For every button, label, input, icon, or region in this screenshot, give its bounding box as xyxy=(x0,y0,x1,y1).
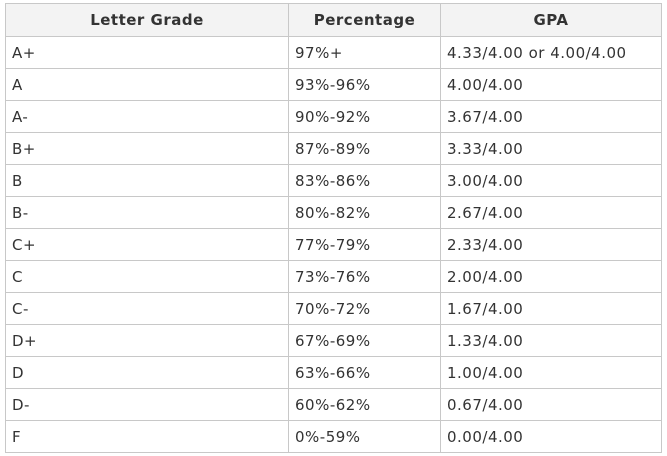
table-row: C+ 77%-79% 2.33/4.00 xyxy=(5,228,662,261)
table-cell: D+ xyxy=(5,324,289,357)
table-row: B 83%-86% 3.00/4.00 xyxy=(5,164,662,197)
table-cell: A- xyxy=(5,100,289,133)
table-cell: F xyxy=(5,420,289,453)
table-row: C- 70%-72% 1.67/4.00 xyxy=(5,292,662,325)
table-cell: D xyxy=(5,356,289,389)
table-row: A- 90%-92% 3.67/4.00 xyxy=(5,100,662,133)
table-cell: 77%-79% xyxy=(288,228,441,261)
table-row: A 93%-96% 4.00/4.00 xyxy=(5,68,662,101)
table-cell: 67%-69% xyxy=(288,324,441,357)
header-row: Letter Grade Percentage GPA xyxy=(5,3,662,37)
table-row: D 63%-66% 1.00/4.00 xyxy=(5,356,662,389)
table-cell: 3.67/4.00 xyxy=(440,100,662,133)
table-cell: 90%-92% xyxy=(288,100,441,133)
table-row: A+ 97%+ 4.33/4.00 or 4.00/4.00 xyxy=(5,36,662,69)
table-cell: 2.00/4.00 xyxy=(440,260,662,293)
table-cell: 1.33/4.00 xyxy=(440,324,662,357)
table-cell: 1.00/4.00 xyxy=(440,356,662,389)
table-cell: 4.33/4.00 or 4.00/4.00 xyxy=(440,36,662,69)
table-cell: 1.67/4.00 xyxy=(440,292,662,325)
table-row: F 0%-59% 0.00/4.00 xyxy=(5,420,662,453)
table-cell: 2.67/4.00 xyxy=(440,196,662,229)
table-cell: 3.00/4.00 xyxy=(440,164,662,197)
table-cell: B- xyxy=(5,196,289,229)
table-cell: A xyxy=(5,68,289,101)
table-row: D- 60%-62% 0.67/4.00 xyxy=(5,388,662,421)
table-cell: 4.00/4.00 xyxy=(440,68,662,101)
table-cell: 80%-82% xyxy=(288,196,441,229)
table-cell: 2.33/4.00 xyxy=(440,228,662,261)
table-cell: 0.67/4.00 xyxy=(440,388,662,421)
table-cell: 73%-76% xyxy=(288,260,441,293)
table-cell: 60%-62% xyxy=(288,388,441,421)
table-cell: B xyxy=(5,164,289,197)
grade-table: Letter Grade Percentage GPA A+ 97%+ 4.33/4.0… xyxy=(5,3,662,453)
table-cell: D- xyxy=(5,388,289,421)
table-cell: B+ xyxy=(5,132,289,165)
table-cell: 3.33/4.00 xyxy=(440,132,662,165)
header-cell: Letter Grade xyxy=(5,3,289,37)
table-row: B+ 87%-89% 3.33/4.00 xyxy=(5,132,662,165)
table-cell: 0.00/4.00 xyxy=(440,420,662,453)
table-cell: 83%-86% xyxy=(288,164,441,197)
table-cell: 70%-72% xyxy=(288,292,441,325)
table-cell: A+ xyxy=(5,36,289,69)
table-cell: C- xyxy=(5,292,289,325)
table-row: D+ 67%-69% 1.33/4.00 xyxy=(5,324,662,357)
table-row: B- 80%-82% 2.67/4.00 xyxy=(5,196,662,229)
header-cell: Percentage xyxy=(288,3,441,37)
table-body: A+ 97%+ 4.33/4.00 or 4.00/4.00 A 93%-96% 4.00… xyxy=(5,36,662,453)
table-cell: 87%-89% xyxy=(288,132,441,165)
table-cell: 93%-96% xyxy=(288,68,441,101)
table-cell: C xyxy=(5,260,289,293)
table-cell: C+ xyxy=(5,228,289,261)
table-cell: 0%-59% xyxy=(288,420,441,453)
header-cell: GPA xyxy=(440,3,662,37)
table-cell: 97%+ xyxy=(288,36,441,69)
table-header: Letter Grade Percentage GPA xyxy=(5,3,662,37)
table-row: C 73%-76% 2.00/4.00 xyxy=(5,260,662,293)
table-cell: 63%-66% xyxy=(288,356,441,389)
